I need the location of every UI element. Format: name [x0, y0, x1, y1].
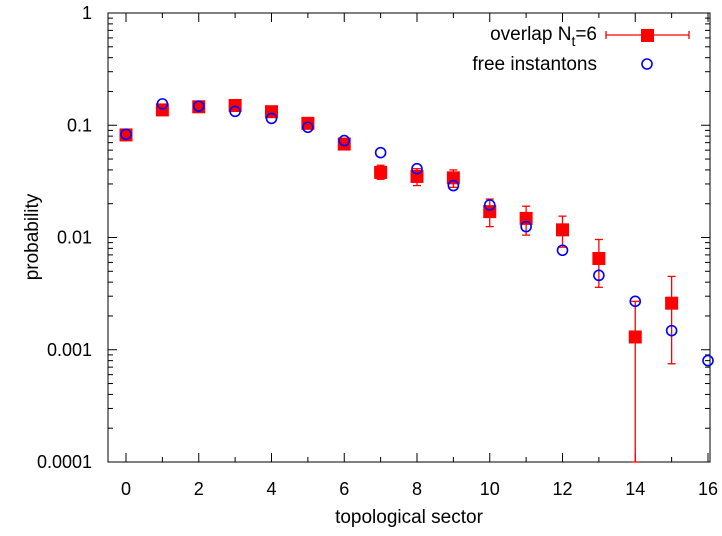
data-point-overlap — [374, 165, 388, 179]
y-tick-label: 0.1 — [67, 115, 92, 135]
legend-marker-overlap — [641, 29, 654, 42]
x-tick-label: 10 — [480, 479, 500, 499]
data-point-free — [447, 179, 460, 192]
x-tick-label: 2 — [194, 479, 204, 499]
data-point-overlap — [228, 98, 242, 112]
data-point-overlap — [337, 137, 351, 151]
overlap-series — [119, 98, 679, 344]
data-point-free — [374, 146, 387, 159]
x-tick-label: 14 — [625, 479, 645, 499]
data-point-free — [702, 354, 714, 367]
data-point-free — [302, 121, 314, 134]
data-point-overlap — [556, 223, 569, 237]
x-tick-label: 12 — [552, 479, 572, 499]
data-point-overlap — [592, 252, 606, 266]
x-axis-label: topological sector — [335, 507, 484, 528]
x-tick-label: 16 — [698, 479, 718, 499]
data-point-free — [593, 269, 605, 282]
data-point-free — [629, 295, 642, 308]
y-tick-label: 1 — [82, 3, 92, 23]
plot-frame — [107, 12, 711, 463]
data-point-free — [556, 244, 569, 257]
y-axis-label: probability — [22, 193, 43, 280]
legend-label-free: free instantons — [472, 54, 597, 75]
tick-labels: 0 2 4 6 8 10 12 14 16 0.0001 0.001 0.01 0.1 1 — [37, 3, 718, 499]
x-tick-label: 4 — [266, 479, 276, 499]
legend-sample-free — [641, 58, 653, 70]
y-tick-label: 0.01 — [57, 228, 92, 248]
data-point-overlap — [665, 296, 679, 310]
data-point-free — [192, 100, 205, 112]
data-point-overlap — [301, 116, 315, 130]
axis-ticks — [108, 12, 710, 463]
data-point-free — [120, 128, 132, 141]
data-point-free — [229, 105, 241, 118]
data-point-free — [665, 324, 678, 337]
free-instantons-series — [120, 98, 714, 367]
data-point-free — [265, 112, 278, 125]
y-tick-label: 0.0001 — [37, 452, 92, 472]
data-point-free — [411, 162, 423, 175]
legend-sample-overlap — [605, 29, 690, 42]
x-tick-label: 6 — [339, 479, 349, 499]
x-tick-label: 8 — [412, 479, 422, 499]
x-tick-label: 0 — [121, 479, 131, 499]
data-point-free — [338, 134, 351, 147]
data-point-free — [156, 98, 169, 110]
legend-marker-free — [641, 58, 653, 70]
legend: overlap Nt=6 free instantons — [472, 24, 690, 75]
data-point-overlap — [519, 211, 533, 225]
error-bars — [122, 102, 676, 463]
data-point-free — [520, 220, 532, 233]
y-tick-label: 0.001 — [47, 340, 92, 360]
legend-label-overlap: overlap Nt=6 — [490, 24, 597, 49]
data-point-free — [483, 199, 496, 211]
data-point-overlap — [628, 330, 642, 344]
